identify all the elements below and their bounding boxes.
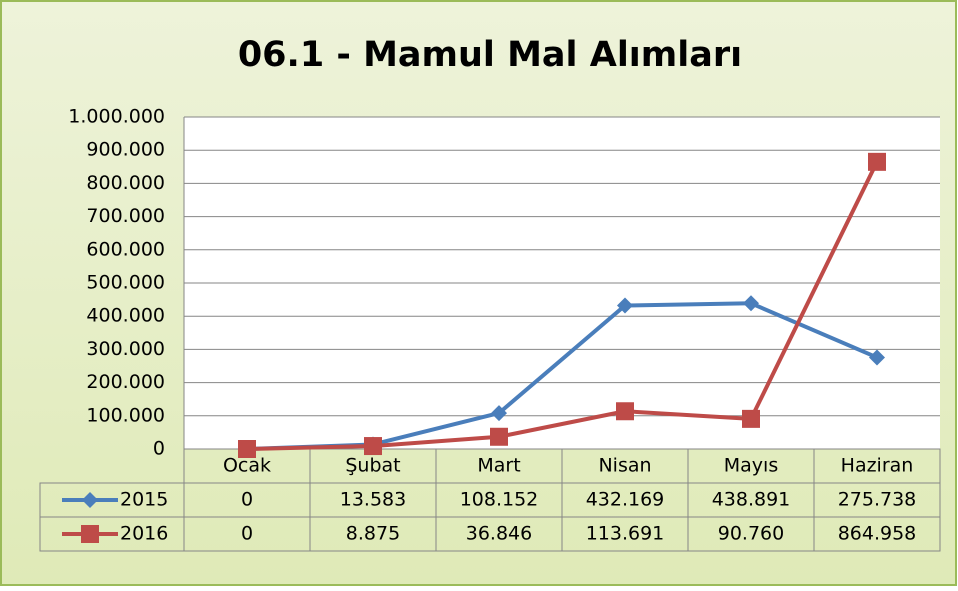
y-tick-label: 800.000 [86, 172, 165, 194]
x-tick-label: Ocak [223, 455, 271, 477]
table-value: 0 [241, 489, 253, 511]
y-tick-label: 300.000 [86, 338, 165, 360]
x-tick-label: Mart [477, 455, 520, 477]
series-line [246, 160, 879, 451]
marker [491, 405, 507, 422]
marker [616, 402, 634, 421]
table-value: 0 [241, 523, 253, 545]
table-value: 8.875 [346, 523, 400, 545]
x-tick-label: Şubat [345, 455, 400, 477]
marker [868, 152, 886, 171]
legend-label: 2015 [120, 489, 168, 511]
table-value: 864.958 [838, 523, 917, 545]
marker [743, 295, 759, 312]
y-tick-label: 0 [153, 438, 165, 460]
y-tick-label: 900.000 [86, 139, 165, 161]
table-value: 36.846 [466, 523, 532, 545]
marker [238, 440, 256, 458]
table-value: 432.169 [586, 489, 665, 511]
table-value: 438.891 [712, 489, 791, 511]
chart-title: 06.1 - Mamul Mal Alımları [238, 35, 742, 75]
marker [81, 525, 99, 543]
table-value: 90.760 [718, 523, 784, 545]
marker [490, 427, 508, 446]
y-tick-label: 200.000 [86, 371, 165, 393]
y-tick-label: 700.000 [86, 205, 165, 227]
marker [869, 349, 885, 366]
marker [364, 437, 382, 456]
marker [82, 492, 98, 508]
y-tick-label: 1.000.000 [68, 106, 165, 128]
table-value: 113.691 [586, 523, 665, 545]
table-value: 275.738 [838, 489, 917, 511]
marker [617, 297, 633, 314]
table-value: 108.152 [460, 489, 539, 511]
x-tick-label: Nisan [598, 455, 651, 477]
x-tick-label: Haziran [841, 455, 914, 477]
y-tick-label: 100.000 [86, 404, 165, 426]
legend-label: 2016 [120, 523, 168, 545]
table-value: 13.583 [340, 489, 406, 511]
marker [742, 409, 760, 428]
y-tick-label: 500.000 [86, 272, 165, 294]
x-tick-label: Mayıs [724, 455, 778, 477]
y-tick-label: 600.000 [86, 238, 165, 260]
y-tick-label: 400.000 [86, 305, 165, 327]
